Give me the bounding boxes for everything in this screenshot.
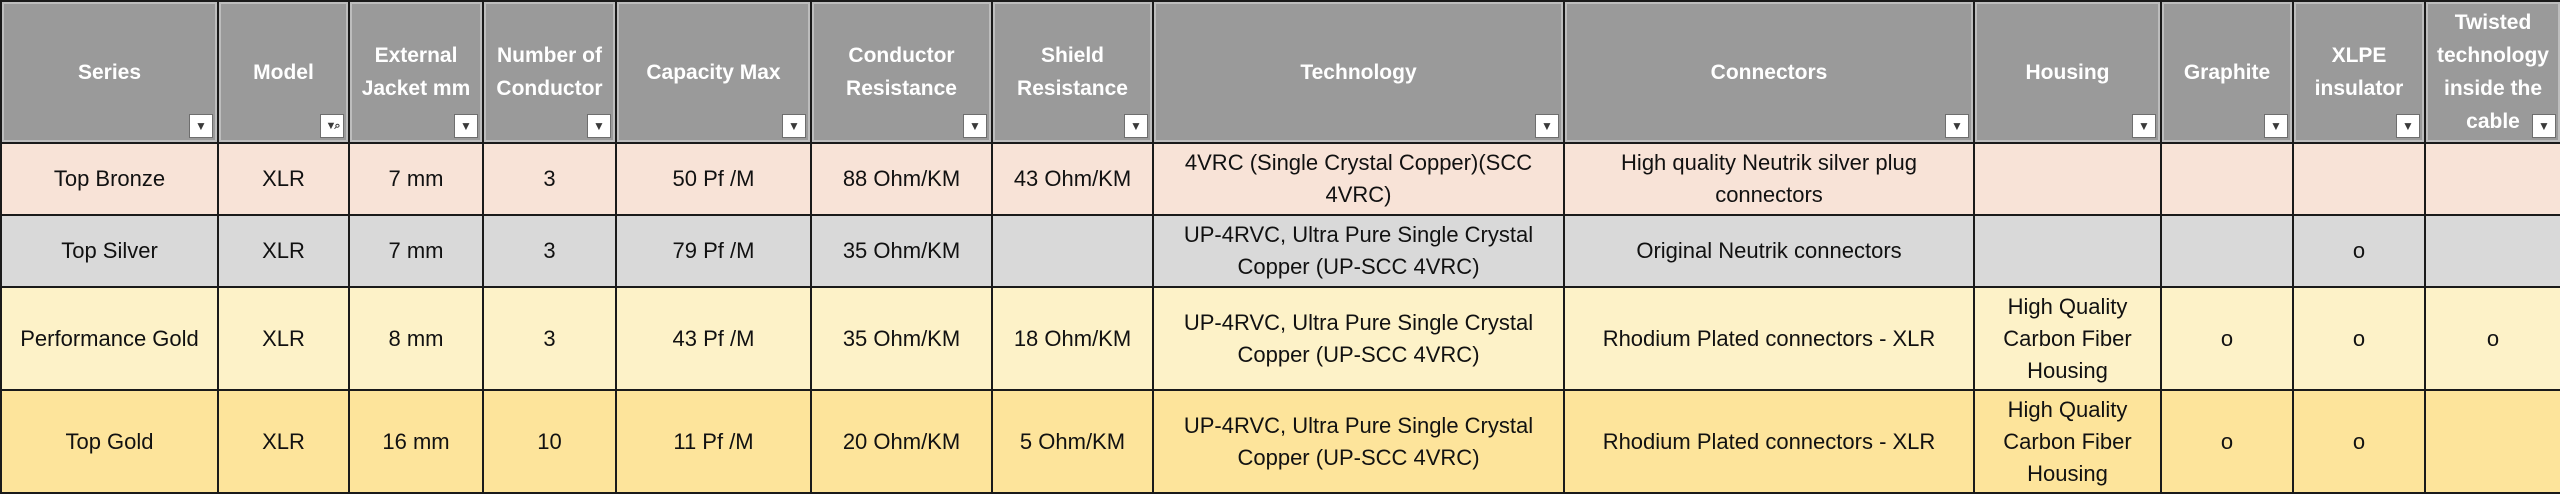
filter-dropdown-icon[interactable]: ▼: [2264, 114, 2288, 138]
cell-housing[interactable]: High Quality Carbon Fiber Housing: [1973, 286, 2162, 391]
cell-graphite[interactable]: o: [2160, 286, 2294, 391]
col-header-capacity[interactable]: Capacity Max ▼: [615, 0, 812, 144]
header-label: Conductor Resistance: [846, 44, 957, 100]
cell-jacket[interactable]: 16 mm: [348, 389, 484, 494]
col-header-conductor-resistance[interactable]: Conductor Resistance ▼: [810, 0, 993, 144]
table-row: Top Gold XLR 16 mm 10 11 Pf /M 20 Ohm/KM…: [0, 389, 2560, 494]
cell-twisted[interactable]: [2424, 142, 2560, 216]
header-label: XLPE insulator: [2314, 44, 2404, 100]
cell-conductors[interactable]: 3: [482, 142, 617, 216]
cell-conductor-resistance[interactable]: 88 Ohm/KM: [810, 142, 993, 216]
table-row: Top Bronze XLR 7 mm 3 50 Pf /M 88 Ohm/KM…: [0, 142, 2560, 216]
col-header-model[interactable]: Model ▼⌕: [217, 0, 350, 144]
filter-dropdown-icon[interactable]: ▼: [1124, 114, 1148, 138]
header-label: Shield Resistance: [1017, 44, 1128, 100]
cell-connectors[interactable]: Rhodium Plated connectors - XLR: [1563, 389, 1975, 494]
filter-dropdown-icon[interactable]: ▼: [454, 114, 478, 138]
header-label: External Jacket mm: [361, 44, 471, 100]
cell-xlpe[interactable]: [2292, 142, 2426, 216]
cell-series[interactable]: Performance Gold: [0, 286, 219, 391]
cell-connectors[interactable]: Original Neutrik connectors: [1563, 214, 1975, 288]
cell-xlpe[interactable]: o: [2292, 214, 2426, 288]
cell-jacket[interactable]: 7 mm: [348, 214, 484, 288]
cell-shield-resistance[interactable]: 5 Ohm/KM: [991, 389, 1154, 494]
cell-jacket[interactable]: 8 mm: [348, 286, 484, 391]
header-label: Model: [253, 60, 314, 84]
cell-model[interactable]: XLR: [217, 389, 350, 494]
cell-graphite[interactable]: [2160, 142, 2294, 216]
cell-housing[interactable]: High Quality Carbon Fiber Housing: [1973, 389, 2162, 494]
filter-dropdown-icon[interactable]: ▼: [2132, 114, 2156, 138]
header-label: Series: [77, 60, 142, 84]
col-header-twisted[interactable]: Twisted technology inside the cable ▼: [2424, 0, 2560, 144]
cell-technology[interactable]: UP-4RVC, Ultra Pure Single Crystal Coppe…: [1152, 286, 1565, 391]
cell-housing[interactable]: [1973, 142, 2162, 216]
filter-dropdown-icon[interactable]: ▼: [963, 114, 987, 138]
col-header-shield-resistance[interactable]: Shield Resistance ▼: [991, 0, 1154, 144]
filter-active-icon[interactable]: ▼⌕: [320, 114, 344, 138]
cell-conductor-resistance[interactable]: 35 Ohm/KM: [810, 286, 993, 391]
header-label: Technology: [1300, 60, 1417, 84]
header-label: Number of Conductor: [496, 44, 603, 100]
header-label: Housing: [2025, 60, 2110, 84]
cell-conductors[interactable]: 3: [482, 286, 617, 391]
cell-connectors[interactable]: High quality Neutrik silver plug connect…: [1563, 142, 1975, 216]
cell-graphite[interactable]: o: [2160, 389, 2294, 494]
cell-twisted[interactable]: [2424, 389, 2560, 494]
table-row: Performance Gold XLR 8 mm 3 43 Pf /M 35 …: [0, 286, 2560, 391]
col-header-graphite[interactable]: Graphite ▼: [2160, 0, 2294, 144]
col-header-jacket[interactable]: External Jacket mm ▼: [348, 0, 484, 144]
header-label: Graphite: [2183, 60, 2271, 84]
table-row: Top Silver XLR 7 mm 3 79 Pf /M 35 Ohm/KM…: [0, 214, 2560, 288]
cell-technology[interactable]: UP-4RVC, Ultra Pure Single Crystal Coppe…: [1152, 389, 1565, 494]
cell-capacity[interactable]: 50 Pf /M: [615, 142, 812, 216]
cell-housing[interactable]: [1973, 214, 2162, 288]
cell-conductors[interactable]: 10: [482, 389, 617, 494]
filter-dropdown-icon[interactable]: ▼: [189, 114, 213, 138]
filter-dropdown-icon[interactable]: ▼: [1945, 114, 1969, 138]
cell-series[interactable]: Top Silver: [0, 214, 219, 288]
cell-conductors[interactable]: 3: [482, 214, 617, 288]
cell-capacity[interactable]: 11 Pf /M: [615, 389, 812, 494]
filter-dropdown-icon[interactable]: ▼: [1535, 114, 1559, 138]
cell-technology[interactable]: 4VRC (Single Crystal Copper)(SCC 4VRC): [1152, 142, 1565, 216]
cell-shield-resistance[interactable]: [991, 214, 1154, 288]
col-header-conductors[interactable]: Number of Conductor ▼: [482, 0, 617, 144]
header-label: Capacity Max: [646, 60, 781, 84]
cell-shield-resistance[interactable]: 43 Ohm/KM: [991, 142, 1154, 216]
cell-model[interactable]: XLR: [217, 286, 350, 391]
cell-conductor-resistance[interactable]: 20 Ohm/KM: [810, 389, 993, 494]
cell-graphite[interactable]: [2160, 214, 2294, 288]
col-header-connectors[interactable]: Connectors ▼: [1563, 0, 1975, 144]
filter-dropdown-icon[interactable]: ▼: [782, 114, 806, 138]
cell-xlpe[interactable]: o: [2292, 286, 2426, 391]
filter-dropdown-icon[interactable]: ▼: [2532, 114, 2556, 138]
cell-shield-resistance[interactable]: 18 Ohm/KM: [991, 286, 1154, 391]
header-label: Twisted technology inside the cable: [2436, 11, 2549, 133]
cell-model[interactable]: XLR: [217, 142, 350, 216]
cell-jacket[interactable]: 7 mm: [348, 142, 484, 216]
cell-capacity[interactable]: 43 Pf /M: [615, 286, 812, 391]
cell-model[interactable]: XLR: [217, 214, 350, 288]
cell-series[interactable]: Top Bronze: [0, 142, 219, 216]
header-label: Connectors: [1710, 60, 1828, 84]
cell-capacity[interactable]: 79 Pf /M: [615, 214, 812, 288]
col-header-technology[interactable]: Technology ▼: [1152, 0, 1565, 144]
cell-connectors[interactable]: Rhodium Plated connectors - XLR: [1563, 286, 1975, 391]
col-header-housing[interactable]: Housing ▼: [1973, 0, 2162, 144]
cell-series[interactable]: Top Gold: [0, 389, 219, 494]
cell-technology[interactable]: UP-4RVC, Ultra Pure Single Crystal Coppe…: [1152, 214, 1565, 288]
cell-twisted[interactable]: o: [2424, 286, 2560, 391]
cell-xlpe[interactable]: o: [2292, 389, 2426, 494]
col-header-series[interactable]: Series ▼: [0, 0, 219, 144]
header-row: Series ▼ Model ▼⌕ External Jacket mm ▼ N…: [0, 0, 2560, 144]
filter-dropdown-icon[interactable]: ▼: [587, 114, 611, 138]
cell-twisted[interactable]: [2424, 214, 2560, 288]
cell-conductor-resistance[interactable]: 35 Ohm/KM: [810, 214, 993, 288]
filter-dropdown-icon[interactable]: ▼: [2396, 114, 2420, 138]
col-header-xlpe[interactable]: XLPE insulator ▼: [2292, 0, 2426, 144]
